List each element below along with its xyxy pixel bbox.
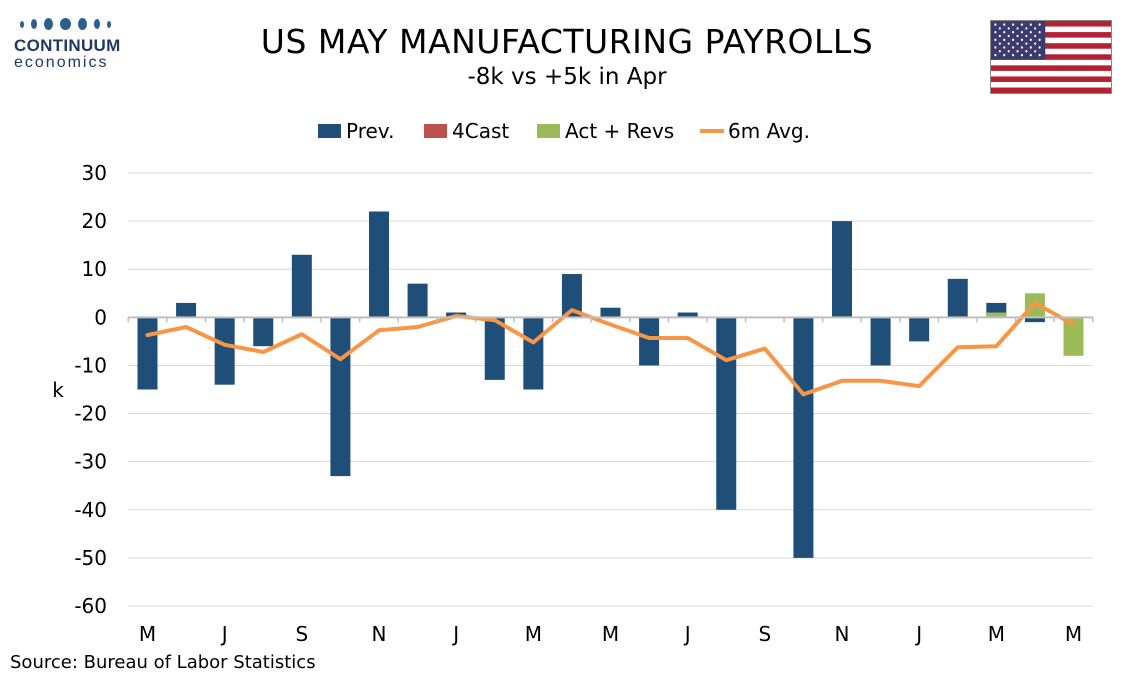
bar-prev (137, 317, 158, 390)
logo-name: CONTINUUM (14, 36, 121, 55)
logo-sub: economics (14, 54, 109, 71)
bar-prev (253, 317, 274, 347)
bar-act-revs (986, 312, 1007, 318)
legend-label: Act + Revs (565, 119, 674, 143)
y-tick-label: -40 (74, 498, 107, 522)
legend-label: 4Cast (452, 119, 509, 143)
bar-prev (947, 278, 968, 318)
y-tick-label: 0 (94, 305, 107, 329)
bar-prev (677, 312, 698, 318)
y-tick-label: -60 (74, 594, 107, 618)
bar-prev (832, 221, 852, 318)
x-tick-label: S (758, 622, 771, 646)
legend-label: Prev. (346, 119, 394, 143)
bar-prev (793, 317, 814, 558)
chart-subtitle: -8k vs +5k in Apr (467, 64, 667, 90)
legend-swatch (424, 124, 447, 138)
bar-prev (214, 317, 235, 385)
x-tick-label: M (988, 622, 1005, 646)
y-tick-label: -50 (74, 546, 107, 570)
bar-prev (291, 254, 312, 318)
y-tick-label: -20 (74, 402, 107, 426)
legend-label: 6m Avg. (728, 119, 810, 143)
bar-prev (1024, 317, 1045, 323)
source-note: Source: Bureau of Labor Statistics (10, 652, 316, 673)
bar-prev (909, 317, 930, 342)
continuum-logo: CONTINUUM economics (14, 14, 144, 72)
bar-prev (369, 211, 389, 318)
bar-prev (330, 317, 351, 477)
y-tick-label: -10 (74, 353, 107, 377)
x-tick-label: N (372, 622, 387, 646)
series-line-6m-avg (145, 300, 1076, 397)
x-tick-label: M (1065, 622, 1082, 646)
x-tick-label: S (295, 622, 308, 646)
x-tick-label: N (835, 622, 850, 646)
bar-prev (407, 283, 428, 318)
bar-prev (639, 317, 660, 366)
y-tick-label: 10 (82, 257, 107, 281)
bar-prev (523, 317, 544, 390)
bar-prev (716, 317, 737, 510)
bar-prev (176, 302, 197, 318)
x-tick-label: J (683, 622, 691, 646)
x-tick-label: M (139, 622, 156, 646)
x-tick-label: M (525, 622, 542, 646)
x-tick-label: J (220, 622, 228, 646)
bar-prev (600, 307, 621, 318)
logo-dots-icon (20, 14, 144, 34)
legend-swatch (318, 124, 341, 138)
bar-prev (561, 274, 582, 318)
bar-act-revs (1063, 317, 1084, 356)
us-flag-icon (990, 20, 1112, 94)
legend-swatch (537, 124, 560, 138)
y-axis-label: k (52, 378, 64, 402)
chart-title: US MAY MANUFACTURING PAYROLLS (260, 22, 874, 61)
y-tick-label: 30 (82, 161, 107, 185)
x-tick-label: J (451, 622, 459, 646)
y-tick-label: 20 (82, 209, 107, 233)
y-tick-label: -30 (74, 450, 107, 474)
bar-prev (870, 317, 891, 366)
bar-prev (484, 317, 505, 380)
x-tick-label: J (914, 622, 922, 646)
x-tick-label: M (602, 622, 619, 646)
